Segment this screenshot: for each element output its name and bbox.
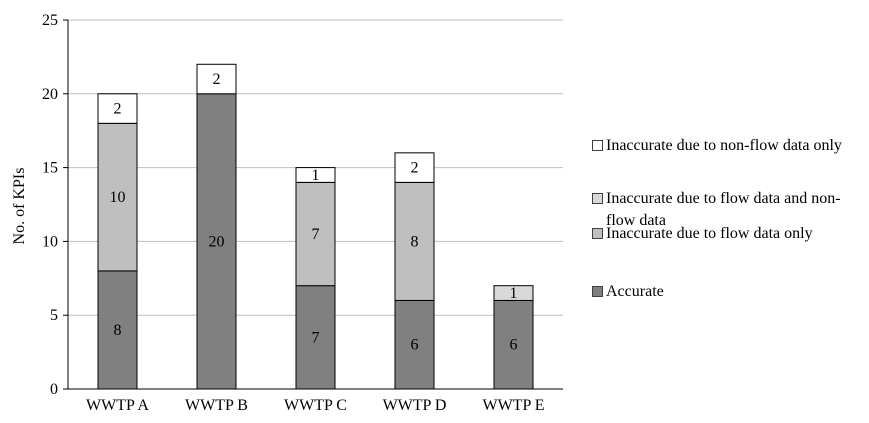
x-tick-label-wwtp-d: WWTP D <box>383 397 447 414</box>
bar-wwtp-a-accurate <box>97 270 138 390</box>
legend-swatch-non-flow-only <box>592 140 603 151</box>
y-tick-label-0: 0 <box>50 381 58 398</box>
bar-wwtp-a-inaccurate-due-to-non-flow-data-only <box>97 93 138 124</box>
axes <box>67 20 563 390</box>
y-tick-label-15: 15 <box>42 160 58 177</box>
y-tick-label-25: 25 <box>42 12 58 29</box>
bar-wwtp-d-inaccurate-due-to-flow-data-only <box>394 181 435 301</box>
legend-item-flow-only: Inaccurate due to flow data only <box>592 223 867 245</box>
y-tick-labels: 0 5 10 15 20 25 <box>42 12 68 398</box>
data-label-wwtp-b-accurate: 20 <box>209 233 225 250</box>
data-label-wwtp-a-inaccurate-due-to-non-flow-data-only: 2 <box>114 101 122 118</box>
data-label-wwtp-e-inaccurate-due-to-flow-data-only: 1 <box>510 285 518 302</box>
x-tick-label-wwtp-a: WWTP A <box>86 397 149 414</box>
bar-wwtp-d-inaccurate-due-to-non-flow-data-only <box>394 152 435 183</box>
data-label-wwtp-c-inaccurate-due-to-non-flow-data-only: 1 <box>312 167 320 184</box>
y-axis-title: No. of KPIs <box>11 168 28 245</box>
bar-wwtp-c-accurate <box>295 285 336 390</box>
bar-wwtp-c-inaccurate-due-to-flow-data-only <box>295 181 336 287</box>
legend-label-accurate: Accurate <box>606 283 664 300</box>
y-tick-label-5: 5 <box>50 307 58 324</box>
legend-label-flow-only: Inaccurate due to flow data only <box>606 225 813 242</box>
legend-item-non-flow-only: Inaccurate due to non-flow data only <box>592 135 867 157</box>
y-tick-label-10: 10 <box>42 233 58 250</box>
legend-item-flow-and-non-flow: Inaccurate due to flow data and non-flow… <box>592 188 867 232</box>
bar-wwtp-e-inaccurate-due-to-flow-data-only <box>493 285 534 301</box>
legend-swatch-flow-only <box>592 228 603 239</box>
data-label-wwtp-e-accurate: 6 <box>510 337 518 354</box>
data-label-wwtp-c-accurate: 7 <box>312 329 320 346</box>
x-tick-labels: WWTP A WWTP B WWTP C WWTP D WWTP E <box>86 397 545 414</box>
bar-wwtp-e-accurate <box>493 299 534 390</box>
data-label-wwtp-d-inaccurate-due-to-non-flow-data-only: 2 <box>411 160 419 177</box>
bars: 8 10 2 20 2 7 7 1 6 8 2 6 1 <box>97 63 534 390</box>
legend-item-accurate: Accurate <box>592 281 867 303</box>
bar-wwtp-d-accurate <box>394 299 435 390</box>
data-label-wwtp-c-inaccurate-due-to-flow-data-only: 7 <box>312 226 320 243</box>
x-tick-label-wwtp-b: WWTP B <box>185 397 248 414</box>
legend-label-flow-and-non-flow: Inaccurate due to flow data and non-flow… <box>606 190 841 229</box>
x-tick-label-wwtp-e: WWTP E <box>482 397 544 414</box>
bar-wwtp-c-inaccurate-due-to-non-flow-data-only <box>295 167 336 183</box>
data-label-wwtp-a-inaccurate-due-to-flow-data-only: 10 <box>110 189 126 206</box>
x-tick-label-wwtp-c: WWTP C <box>284 397 347 414</box>
data-label-wwtp-b-inaccurate-due-to-non-flow-data-only: 2 <box>213 71 221 88</box>
legend-swatch-accurate <box>592 286 603 297</box>
data-label-wwtp-a-accurate: 8 <box>114 322 122 339</box>
legend-label-non-flow-only: Inaccurate due to non-flow data only <box>606 137 842 154</box>
legend-swatch-flow-and-non-flow <box>592 193 603 204</box>
data-label-wwtp-d-accurate: 6 <box>411 337 419 354</box>
bar-wwtp-b-inaccurate-due-to-non-flow-data-only <box>196 63 237 95</box>
y-tick-label-20: 20 <box>42 86 58 103</box>
data-label-wwtp-d-inaccurate-due-to-flow-data-only: 8 <box>411 233 419 250</box>
